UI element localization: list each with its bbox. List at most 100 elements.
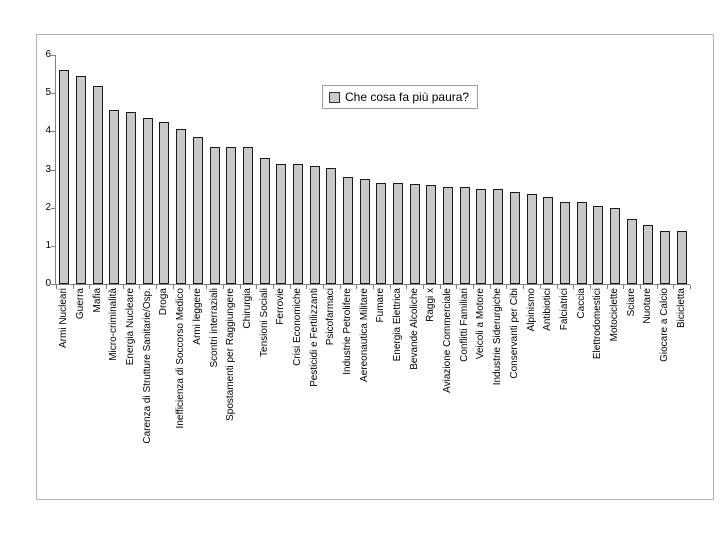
x-axis-tick <box>623 285 625 289</box>
x-category-label: Droga <box>158 288 170 316</box>
x-category-label: Giocare a Calcio <box>658 288 670 362</box>
x-axis-tick <box>539 285 541 289</box>
x-axis-tick <box>239 285 241 289</box>
x-category-label: Elettrodomestici <box>592 288 604 360</box>
x-category-label: Energia Elettrica <box>392 288 404 362</box>
bar <box>259 158 270 284</box>
x-category-label: Industrie Siderurgiche <box>492 288 504 386</box>
x-axis-tick <box>189 285 191 289</box>
legend: Che cosa fa più paura? <box>322 85 479 109</box>
bar <box>192 137 203 284</box>
bar <box>309 166 320 284</box>
x-axis-tick <box>256 285 258 289</box>
bar <box>342 177 353 284</box>
y-axis-tick-label: 0 <box>45 278 51 289</box>
legend-series-label: Che cosa fa più paura? <box>345 90 470 104</box>
x-axis-tick <box>456 285 458 289</box>
x-category-label: Falciatrici <box>558 288 570 331</box>
bar <box>593 206 604 284</box>
bar <box>92 86 103 284</box>
bar <box>393 183 404 284</box>
y-axis-tick-label: 1 <box>45 239 51 251</box>
x-axis-tick <box>423 285 425 289</box>
legend-series-marker-icon <box>329 91 340 103</box>
bar <box>359 179 370 284</box>
x-category-label: Conservanti per Cibi <box>508 288 520 379</box>
x-axis-tick <box>573 285 575 289</box>
bar <box>576 202 587 284</box>
bar <box>493 189 504 284</box>
bar <box>226 147 237 284</box>
x-category-label: Tensioni Sociali <box>258 288 270 357</box>
bar <box>543 197 554 284</box>
x-category-label: Fumare <box>375 288 387 323</box>
x-axis-tick <box>122 285 124 289</box>
x-axis-tick <box>172 285 174 289</box>
x-axis-tick <box>373 285 374 289</box>
x-category-label: Motociclette <box>608 288 620 342</box>
y-axis-tick-label: 5 <box>45 87 51 99</box>
x-axis-tick <box>473 285 475 289</box>
x-axis-tick <box>439 285 441 289</box>
bar <box>509 192 520 284</box>
bar <box>476 189 487 284</box>
x-axis-tick <box>306 285 308 289</box>
x-category-label: Sciare <box>625 288 637 317</box>
bar <box>409 184 420 284</box>
bar <box>609 208 620 284</box>
x-axis-line <box>55 284 690 285</box>
x-axis-tick <box>556 285 558 289</box>
x-axis-tick <box>89 285 91 289</box>
x-axis-tick <box>222 285 224 289</box>
bar <box>142 118 153 284</box>
bar <box>76 76 87 284</box>
y-axis-tick <box>51 207 55 209</box>
x-category-label: Antibiotici <box>542 288 554 331</box>
y-axis-tick <box>51 284 55 285</box>
x-axis-tick <box>289 285 291 289</box>
x-category-label: Bevande Alcoliche <box>408 288 420 370</box>
x-category-label: Guerra <box>75 288 87 320</box>
x-category-label: Scontri interraziali <box>208 288 220 368</box>
y-axis-tick-label: 6 <box>45 49 51 60</box>
x-axis-tick <box>389 285 391 289</box>
x-axis-tick <box>489 285 491 289</box>
x-axis-tick <box>72 285 74 289</box>
bar <box>643 225 654 284</box>
x-category-label: Aviazione Commerciale <box>442 288 454 393</box>
x-axis-tick <box>656 285 658 289</box>
x-axis-tick <box>272 285 274 289</box>
bar <box>659 231 670 284</box>
x-category-label: Inefficienza di Soccorso Medico <box>175 288 187 429</box>
x-axis-tick <box>139 285 141 289</box>
x-axis-tick <box>322 285 324 289</box>
bar <box>626 219 637 284</box>
x-axis-tick <box>56 285 57 289</box>
y-axis-tick-label: 4 <box>45 125 51 137</box>
x-category-label: Energia Nucleare <box>125 288 137 366</box>
x-axis-tick <box>356 285 358 289</box>
y-axis-tick <box>51 93 55 95</box>
bar <box>292 164 303 284</box>
y-axis-tick <box>51 55 55 56</box>
x-axis-tick <box>639 285 641 289</box>
x-category-label: Bicicletta <box>675 288 687 329</box>
x-axis-tick <box>673 285 675 289</box>
x-category-label: Alpinismo <box>525 288 537 332</box>
x-axis-tick <box>156 285 158 289</box>
x-category-label: Mafia <box>91 288 103 313</box>
x-category-label: Spostamenti per Raggiungere <box>225 288 237 421</box>
x-axis-tick <box>339 285 341 289</box>
x-category-label: Industrie Petrolifere <box>341 288 353 375</box>
x-category-label: Conflitti Familiari <box>458 288 470 362</box>
bar <box>443 187 454 284</box>
y-axis-tick <box>51 131 55 133</box>
bar <box>526 194 537 284</box>
bar <box>459 187 470 284</box>
x-category-label: Micro-criminalità <box>108 288 120 361</box>
x-category-label: Armi leggere <box>191 288 203 345</box>
bar <box>276 164 287 284</box>
x-axis-tick <box>406 285 408 289</box>
y-axis-tick <box>51 245 55 247</box>
bar <box>326 168 337 284</box>
